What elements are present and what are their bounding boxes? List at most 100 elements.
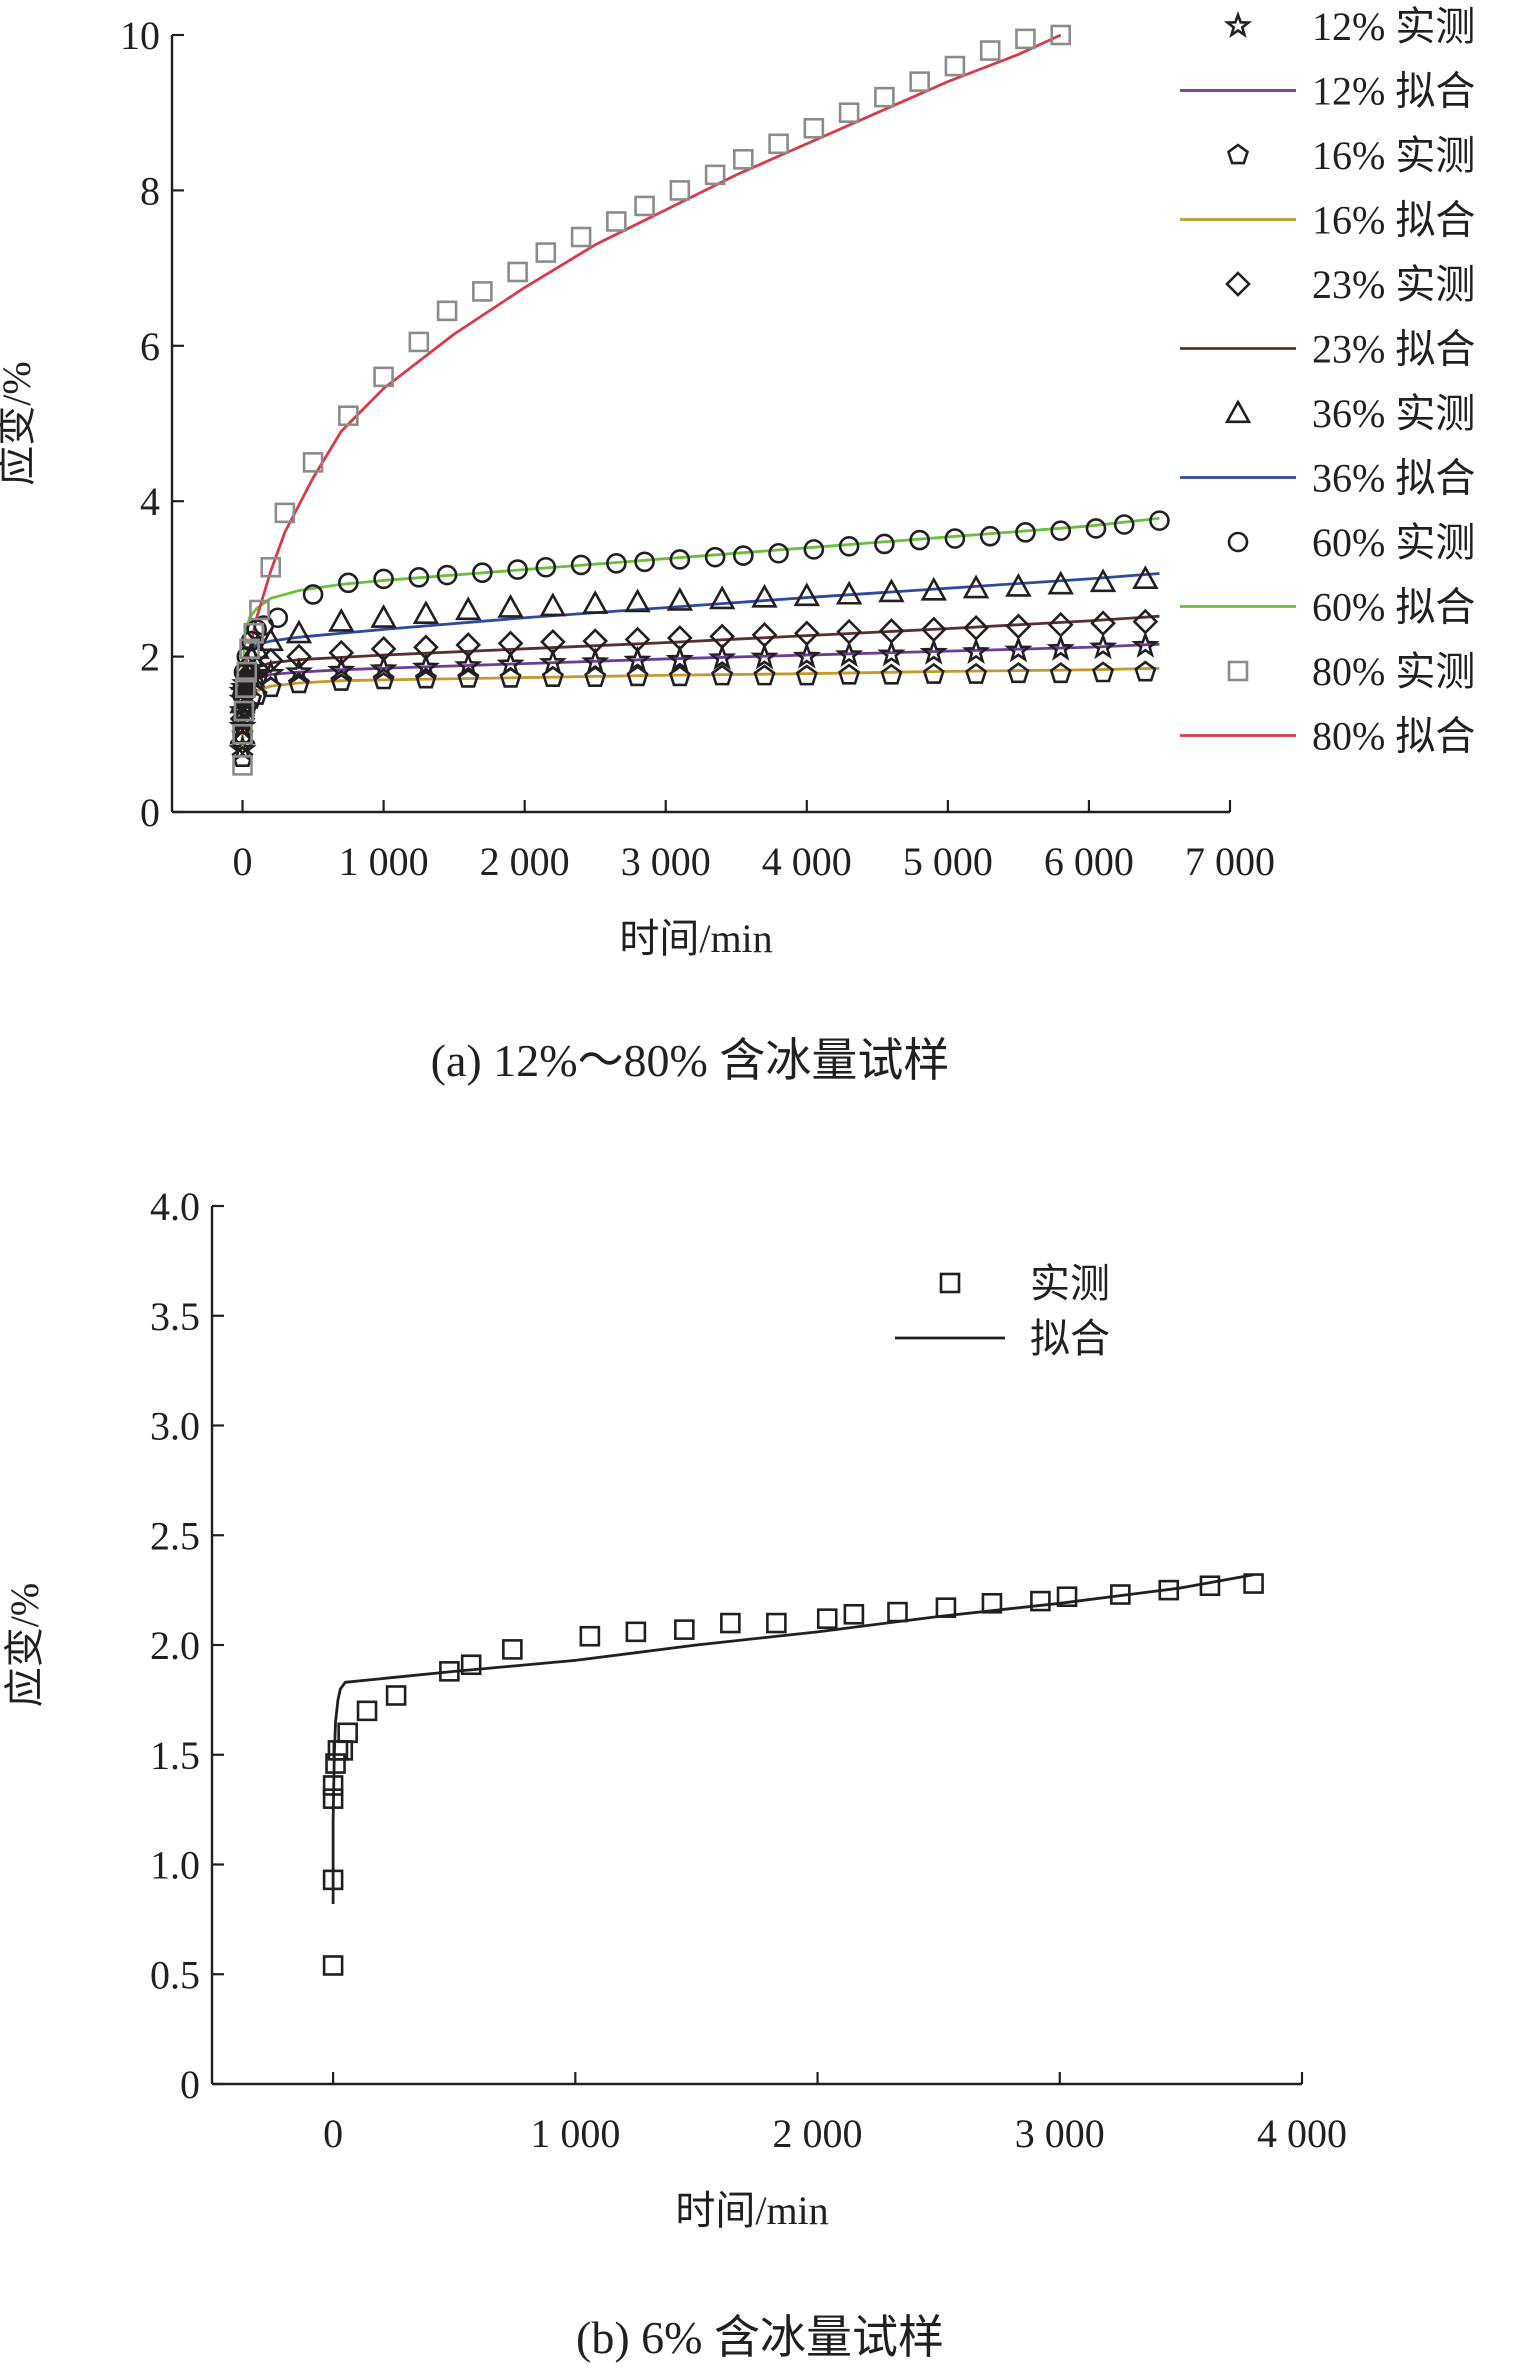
data-point <box>322 1955 344 1976</box>
data-point <box>325 1753 346 1774</box>
x-tick-label: 4 000 <box>762 839 852 884</box>
data-point <box>414 667 437 689</box>
data-point <box>920 576 947 601</box>
data-point <box>507 261 528 283</box>
data-point <box>454 651 483 678</box>
data-point <box>1113 514 1135 535</box>
y-axis-label: 应变/% <box>2 1583 47 1707</box>
data-point <box>581 590 609 614</box>
data-point <box>816 1608 838 1629</box>
data-point <box>711 664 734 686</box>
data-point <box>887 1601 908 1623</box>
data-point <box>1030 1590 1051 1612</box>
x-tick-label: 1 000 <box>339 839 429 884</box>
data-point <box>909 529 930 551</box>
data-point <box>1149 510 1170 531</box>
y-tick-label: 2.0 <box>150 1623 200 1668</box>
chart-b: 0 0.5 1.0 1.5 2.0 2.5 3.0 3.5 4.0 0 1 000 2 000 3 00… <box>2 1184 1347 2363</box>
data-point <box>236 661 258 683</box>
data-point <box>1007 662 1030 684</box>
y-tick-label: 4.0 <box>150 1184 200 1229</box>
data-point <box>1047 611 1074 638</box>
data-point <box>704 546 726 568</box>
data-point <box>667 625 693 651</box>
legend-label: 实测 <box>1030 1261 1110 1306</box>
data-point <box>322 1775 344 1796</box>
data-point <box>877 639 906 667</box>
data-point <box>243 622 265 644</box>
data-point <box>874 86 895 108</box>
data-point <box>337 1722 358 1744</box>
legend-label: 60% 实测 <box>1312 520 1475 565</box>
data-point <box>535 556 557 578</box>
data-point <box>231 746 254 768</box>
x-tick-label: 3 000 <box>621 839 711 884</box>
data-point <box>836 618 862 645</box>
data-point <box>920 616 947 643</box>
data-point <box>1158 1579 1180 1601</box>
data-point <box>793 620 820 647</box>
data-point <box>408 567 430 588</box>
data-point <box>338 405 359 427</box>
data-point <box>233 700 255 722</box>
legend-label: 16% 拟合 <box>1312 198 1475 243</box>
data-point <box>793 582 821 607</box>
data-point <box>751 583 778 608</box>
data-point <box>944 55 966 77</box>
y-tick-label: 1.5 <box>150 1733 200 1778</box>
data-point <box>768 133 789 155</box>
data-point <box>625 1621 647 1643</box>
data-point <box>372 668 395 690</box>
data-point <box>497 630 524 657</box>
series-line <box>241 33 1062 696</box>
data-point <box>455 596 482 621</box>
legend-label: 36% 实测 <box>1312 391 1475 436</box>
x-tick-label: 1 000 <box>530 2111 620 2156</box>
data-point <box>369 654 398 682</box>
data-point <box>327 655 356 683</box>
data-point <box>540 628 566 655</box>
x-tick-label: 4 000 <box>1257 2111 1347 2156</box>
data-point <box>284 657 314 685</box>
data-point <box>584 665 607 687</box>
data-point <box>720 1612 741 1634</box>
data-point <box>963 615 989 641</box>
legend-label: 拟合 <box>1030 1316 1110 1361</box>
y-tick-label: 8 <box>140 168 160 213</box>
data-point <box>1050 24 1072 46</box>
data-point <box>499 666 522 688</box>
data-point <box>665 644 694 672</box>
y-tick-label: 6 <box>140 324 160 369</box>
data-point <box>328 639 355 666</box>
legend-symbol <box>1225 271 1251 297</box>
data-point <box>570 554 592 576</box>
data-point <box>302 452 324 473</box>
data-point <box>539 592 567 617</box>
data-point <box>880 663 903 685</box>
data-point <box>1015 28 1036 50</box>
data-point <box>944 528 966 549</box>
data-point <box>669 549 691 570</box>
data-point <box>328 607 355 632</box>
data-point <box>709 623 735 650</box>
data-point <box>239 638 260 660</box>
legend-label: 80% 实测 <box>1312 649 1475 694</box>
x-tick-label: 0 <box>233 839 253 884</box>
data-point <box>606 553 627 574</box>
data-point <box>874 533 895 555</box>
data-point <box>935 1597 957 1618</box>
legend-symbol <box>1227 660 1249 682</box>
data-point <box>257 627 284 652</box>
y-tick-label: 0.5 <box>150 1952 200 1997</box>
data-point <box>668 665 691 687</box>
data-point <box>436 300 458 322</box>
x-axis-label: 时间/min <box>619 916 772 961</box>
data-point <box>1243 1573 1264 1594</box>
data-point <box>1110 1584 1131 1605</box>
data-point <box>338 572 359 594</box>
legend-label: 80% 拟合 <box>1312 714 1475 759</box>
data-point <box>626 665 649 687</box>
data-point <box>455 632 482 658</box>
